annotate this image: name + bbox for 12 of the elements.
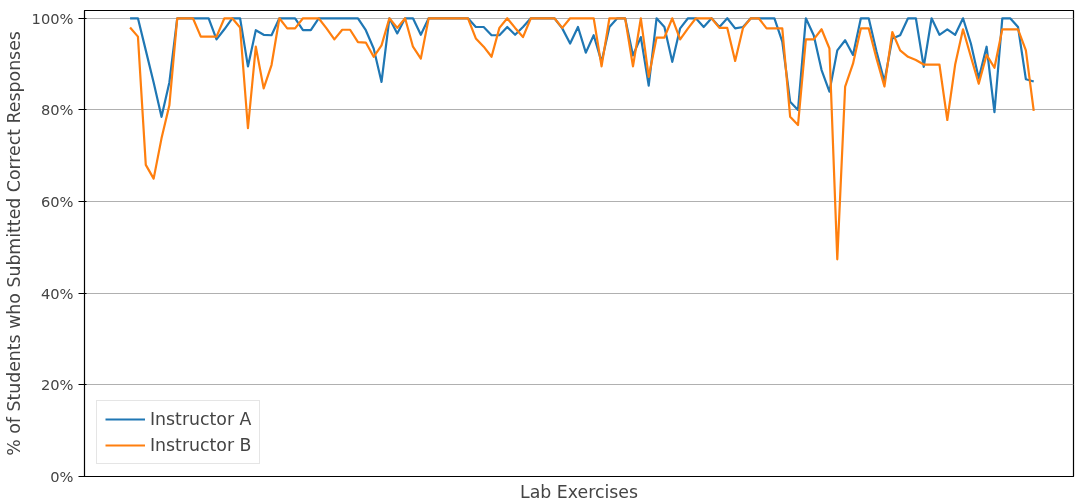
y-tick-label: 20%: [40, 376, 74, 394]
y-tick-label: 80%: [40, 101, 74, 119]
line-series: [128, 17, 1035, 118]
y-tick-label: 100%: [31, 9, 74, 27]
x-axis-title: Lab Exercises: [520, 481, 638, 502]
y-tick-label: 0%: [50, 468, 74, 485]
line-series: [128, 17, 1035, 261]
legend-label: Instructor A: [150, 409, 252, 429]
y-tick-label: 60%: [40, 193, 74, 211]
legend-label: Instructor B: [150, 435, 252, 455]
y-axis-title: % of Students who Submitted Correct Responses: [3, 31, 24, 456]
y-tick-label: 40%: [40, 284, 74, 302]
